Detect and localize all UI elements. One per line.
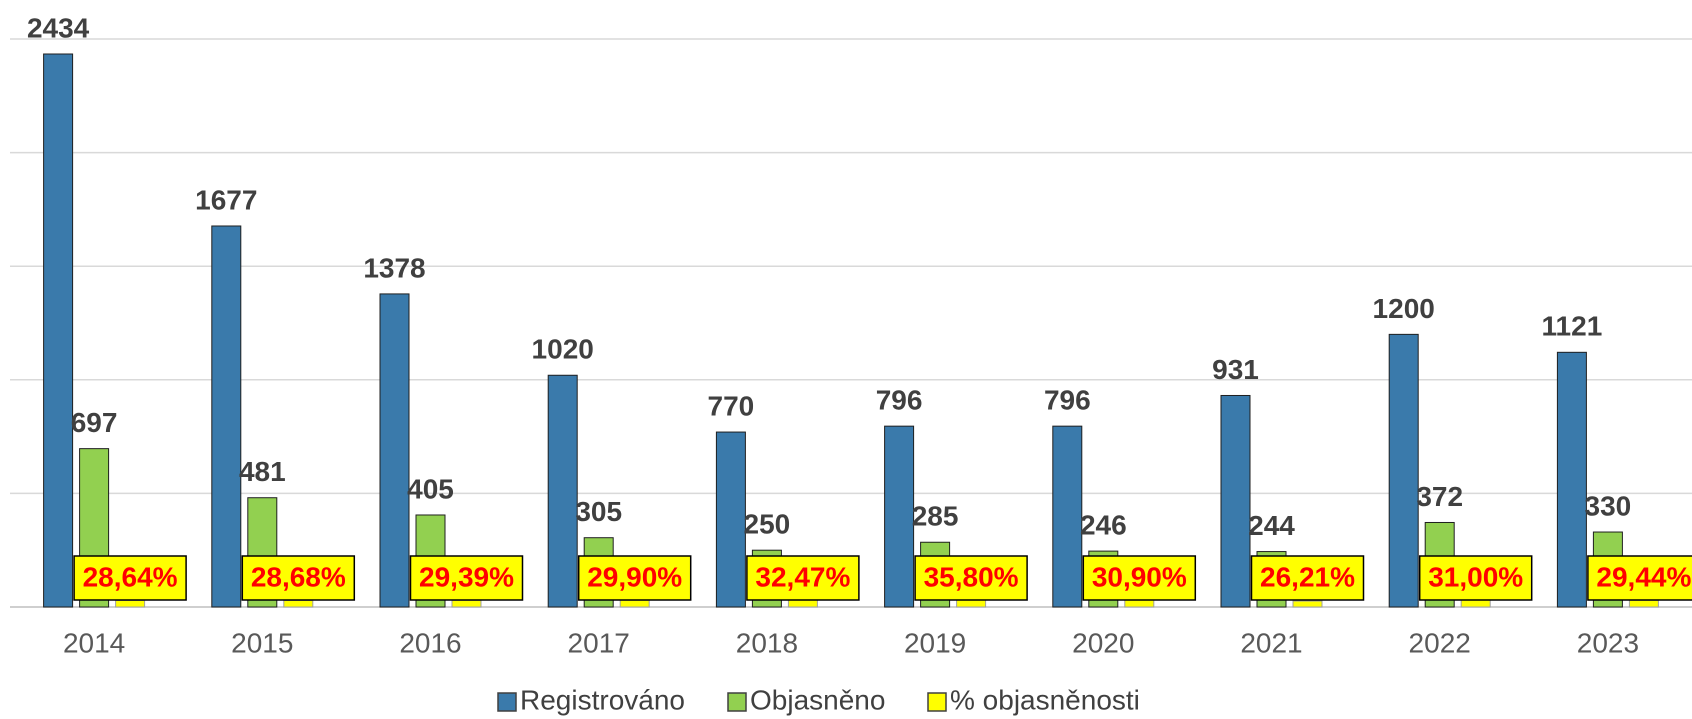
bar: [379, 293, 410, 608]
data-label: 29,44%: [1596, 561, 1691, 592]
data-label: 796: [1044, 385, 1091, 416]
data-label: 29,90%: [587, 561, 682, 592]
x-tick-label: 2022: [1409, 627, 1471, 658]
bar: [1052, 425, 1083, 608]
data-label: 26,21%: [1260, 561, 1355, 592]
data-label: 1677: [195, 184, 257, 215]
data-label: 796: [876, 385, 923, 416]
data-label: 32,47%: [755, 561, 850, 592]
x-tick-label: 2016: [399, 627, 461, 658]
legend-swatch: [497, 692, 517, 712]
data-label-box: 32,47%: [746, 555, 860, 601]
label-box: [914, 555, 1028, 601]
bar: [547, 374, 578, 608]
bar: [1556, 351, 1587, 608]
data-label: 28,64%: [83, 561, 178, 592]
data-label: 31,00%: [1428, 561, 1523, 592]
data-label: 35,80%: [924, 561, 1019, 592]
bar: [1220, 394, 1251, 608]
data-label-box: 30,90%: [1082, 555, 1197, 601]
legend-swatch: [727, 692, 747, 712]
bar: [1460, 599, 1491, 608]
x-tick-label: 2019: [904, 627, 966, 658]
bar: [884, 425, 915, 608]
data-label: 1020: [532, 334, 594, 365]
label-box: [1250, 555, 1365, 601]
label-box: [746, 555, 860, 601]
bar: [1628, 599, 1659, 608]
bar: [619, 599, 650, 608]
data-label-box: 28,68%: [241, 555, 356, 601]
bar: [211, 225, 242, 608]
legend-label: Registrováno: [520, 684, 685, 715]
data-label-box: 35,80%: [914, 555, 1028, 601]
x-tick-label: 2014: [63, 627, 125, 658]
data-label: 246: [1080, 509, 1127, 540]
data-label-box: 29,90%: [577, 555, 692, 601]
data-label: 305: [575, 496, 622, 527]
label-box: [1418, 555, 1533, 601]
data-label: 770: [708, 390, 755, 421]
x-tick-label: 2020: [1072, 627, 1134, 658]
x-tick-label: 2015: [231, 627, 293, 658]
label-box: [1082, 555, 1197, 601]
legend: Registrováno Objasněno % objasněnosti: [497, 684, 1140, 715]
data-label-box: 28,64%: [73, 555, 187, 601]
data-label: 481: [239, 456, 286, 487]
x-tick-label: 2018: [736, 627, 798, 658]
data-label: 1121: [1542, 311, 1603, 342]
data-label: 405: [407, 473, 454, 504]
data-label: 330: [1585, 490, 1632, 521]
label-box: [409, 555, 524, 601]
data-label-box: 31,00%: [1418, 555, 1533, 601]
bar: [1388, 333, 1419, 608]
label-box: [577, 555, 692, 601]
data-label: 1378: [363, 252, 425, 283]
bar: [451, 599, 482, 608]
data-label: 250: [744, 509, 791, 540]
data-label: 1200: [1373, 293, 1435, 324]
label-box: [1587, 555, 1692, 601]
bar: [283, 599, 314, 608]
data-label-box: 29,44%: [1587, 555, 1692, 601]
bar: [43, 53, 74, 608]
data-label: 2434: [27, 12, 90, 43]
legend-swatch: [927, 692, 947, 712]
x-tick-label: 2021: [1240, 627, 1302, 658]
data-label: 30,90%: [1092, 561, 1187, 592]
legend-label: % objasněnosti: [950, 684, 1140, 715]
bar: [1292, 600, 1323, 608]
data-label: 29,39%: [419, 561, 514, 592]
bar: [115, 599, 146, 608]
data-label-box: 26,21%: [1250, 555, 1365, 601]
legend-label: Objasněno: [750, 684, 885, 715]
data-label: 285: [912, 501, 959, 532]
data-label: 244: [1248, 510, 1295, 541]
bar: [1124, 599, 1155, 608]
data-label: 697: [71, 407, 118, 438]
data-label: 931: [1212, 354, 1259, 385]
data-label-box: 29,39%: [409, 555, 524, 601]
x-tick-label: 2017: [568, 627, 630, 658]
bar: [715, 431, 746, 608]
label-box: [241, 555, 356, 601]
x-tick-label: 2023: [1577, 627, 1639, 658]
data-label: 372: [1416, 481, 1463, 512]
data-label: 28,68%: [251, 561, 346, 592]
label-box: [73, 555, 187, 601]
